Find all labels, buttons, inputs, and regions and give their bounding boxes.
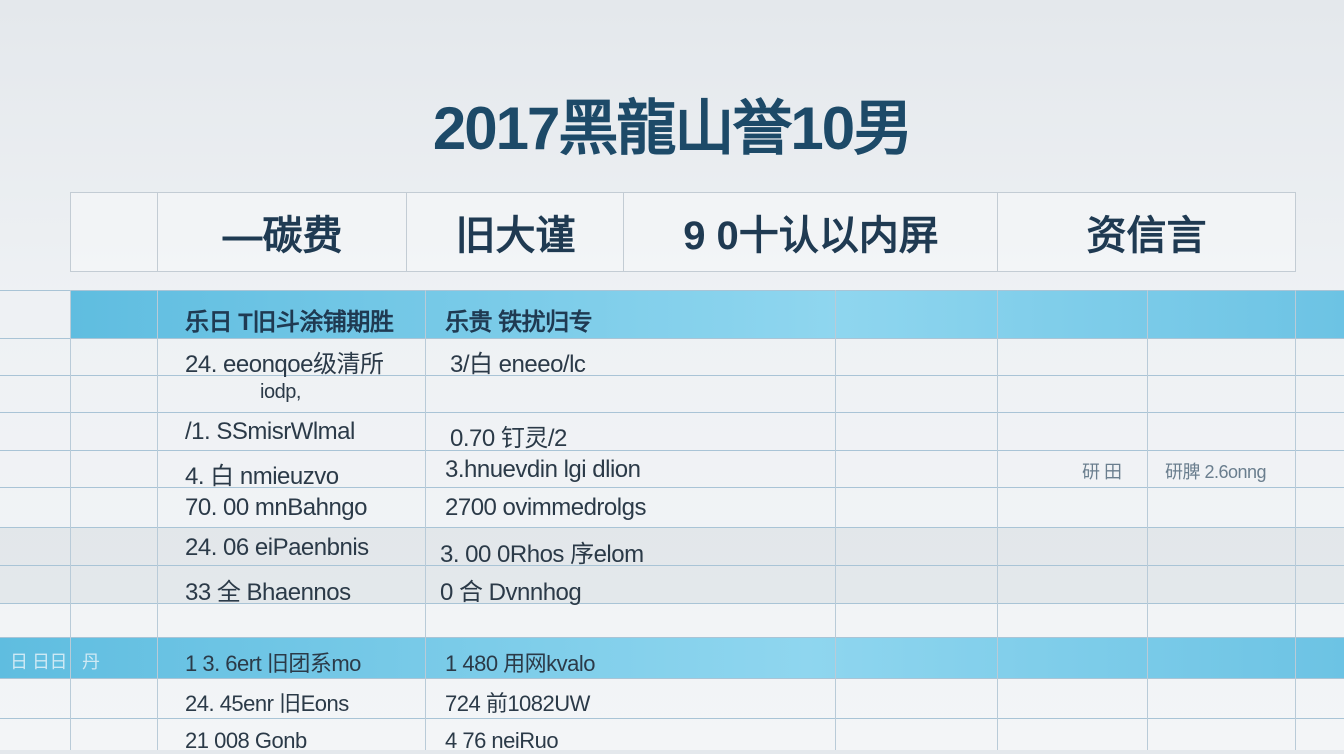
section1-col1: 乐日 T旧斗涂铺期胜 xyxy=(185,309,394,336)
row-4-col1: 4. 白 nmieuzvo xyxy=(185,463,339,490)
row-5-col2: 2700 ovimmedrolgs xyxy=(445,494,646,521)
row-2-col1: iodp, xyxy=(260,381,301,403)
row-3-col1: /1. SSmisrWlmal xyxy=(185,418,355,445)
header-cell-3: 9 0十认以内屏 xyxy=(623,192,998,272)
row-4-col5: 研 田 xyxy=(1082,462,1122,482)
header-cell-2: 旧大谨 xyxy=(406,192,624,272)
row-1-col1: 24. eeonqoe级清所 xyxy=(185,351,384,378)
row-6-col1: 24. 06 eiPaenbnis xyxy=(185,534,369,561)
section1-col2: 乐贵 铁扰归专 xyxy=(445,309,593,336)
row-6-col2: 3. 00 0Rhos 序elom xyxy=(440,541,644,568)
header-cell-1: —碳费 xyxy=(157,192,407,272)
row-3-col2: 0.70 钉灵/2 xyxy=(450,425,567,452)
row-8-col1: 24. 45enr 旧Eons xyxy=(185,691,349,716)
section2-colA: 丹 xyxy=(82,652,100,672)
row-9-col2: 4 76 neiRuo xyxy=(445,728,559,753)
row-4-col6: 研脾 2.6onng xyxy=(1165,462,1267,482)
section-band-1 xyxy=(70,290,1344,338)
section2-col0: 日 日日 xyxy=(10,652,68,672)
row-1-col2: 3/白 eneeo/lc xyxy=(450,351,586,378)
row-4-col2: 3.hnuevdin lgi dlion xyxy=(445,456,641,483)
section-band-2 xyxy=(0,637,1344,678)
section2-col1: 1 3. 6ert 旧团系mo xyxy=(185,651,361,676)
row-9-col1: 21 008 Gonb xyxy=(185,728,307,753)
row-7-col2: 0 合 Dvnnhog xyxy=(440,579,582,606)
page-title: 2017黑龍山誉10男 xyxy=(432,95,913,162)
header-cell-4: 资信言 xyxy=(997,192,1296,272)
section2-col2: 1 480 用网kvalo xyxy=(445,651,596,676)
row-8-col2: 724 前1082UW xyxy=(445,691,590,716)
row-7-col1: 33 全 Bhaennos xyxy=(185,579,351,606)
row-5-col1: 70. 00 mnBahngo xyxy=(185,494,367,521)
header-cell-blank xyxy=(70,192,158,272)
